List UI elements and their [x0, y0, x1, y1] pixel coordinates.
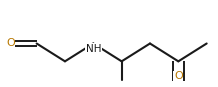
- Text: O: O: [6, 39, 15, 48]
- Text: NH: NH: [85, 44, 101, 54]
- Text: O: O: [174, 71, 183, 81]
